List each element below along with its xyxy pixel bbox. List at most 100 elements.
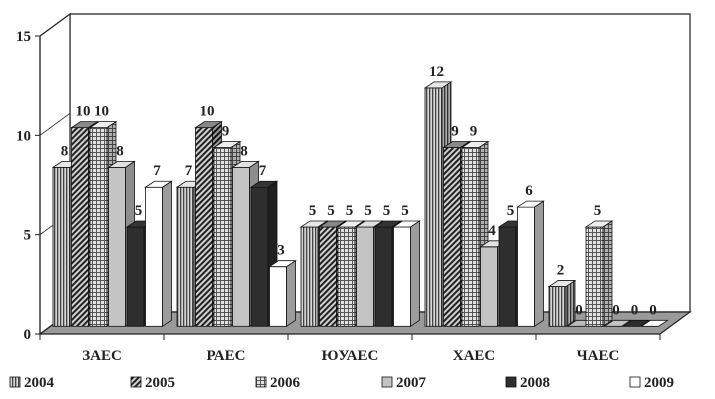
data-label: 5 — [594, 203, 602, 219]
bar-top — [442, 141, 471, 148]
data-label: 10 — [76, 104, 91, 120]
data-label: 5 — [346, 203, 354, 219]
bar-top — [516, 200, 545, 208]
data-label: 9 — [451, 124, 459, 140]
y-tick-label: 10 — [16, 128, 31, 144]
bar-top — [212, 141, 242, 148]
bar-front — [498, 226, 517, 327]
bar-top — [355, 220, 384, 228]
y-tick-depth — [39, 113, 71, 136]
data-label: 0 — [649, 302, 657, 318]
legend-label: 2006 — [270, 375, 301, 391]
data-label: 0 — [612, 302, 620, 318]
bar-front — [52, 166, 71, 327]
data-label: 8 — [240, 143, 248, 159]
bar-front — [269, 266, 287, 327]
bar-front — [89, 127, 108, 327]
bar-top — [336, 220, 366, 228]
bar-top — [373, 220, 403, 228]
bar-front — [250, 186, 269, 327]
bar-side — [162, 180, 172, 328]
data-label: 3 — [277, 243, 285, 259]
legend-item-2006: 2006 — [255, 375, 301, 391]
bar-top — [107, 160, 136, 168]
bar-front — [461, 147, 480, 327]
bar-front — [71, 127, 89, 327]
y-tick-label: 0 — [24, 327, 32, 343]
data-label: 10 — [94, 104, 109, 120]
bar-front — [108, 166, 126, 327]
bar-2008-ЧАЕС: 0 — [621, 302, 651, 327]
x-tick-label: ХАЕС — [453, 348, 496, 364]
bar-front — [176, 186, 195, 327]
bar-flat — [640, 319, 669, 327]
bar-front — [213, 147, 232, 327]
bar-front — [319, 226, 337, 327]
bar-top — [88, 121, 118, 129]
bar-2004-ЧАЕС: 2 — [547, 263, 577, 328]
bar-2009-ХАЕС: 6 — [516, 183, 545, 328]
data-label: 5 — [327, 203, 335, 219]
bar-front — [480, 246, 498, 327]
data-label: 5 — [135, 203, 143, 219]
legend-swatch — [130, 376, 142, 388]
data-label: 9 — [222, 124, 230, 140]
bar-side — [565, 279, 576, 328]
data-label: 12 — [429, 64, 444, 80]
bar-front — [337, 226, 356, 327]
bar-front — [443, 147, 461, 327]
bar-front — [232, 166, 250, 327]
legend-item-2008: 2008 — [505, 375, 550, 391]
legend-swatch — [629, 376, 641, 388]
bar-top — [268, 260, 297, 268]
data-label: 0 — [631, 302, 639, 318]
data-label: 6 — [525, 183, 533, 199]
legend: 2004 2005 2006 2007 2008 2009 — [9, 375, 674, 391]
x-axis-labels: ЗАЕС РАЕС ЮУАЕС ХАЕС ЧАЕС — [39, 334, 661, 364]
legend-swatch — [9, 376, 21, 388]
bar-front — [585, 226, 604, 327]
x-tick-label: РАЕС — [207, 348, 246, 364]
legend-label: 2008 — [520, 375, 550, 391]
legend-label: 2005 — [145, 375, 175, 391]
y-tick-label: 15 — [16, 29, 31, 45]
bar-top — [249, 180, 279, 188]
data-label: 9 — [470, 124, 478, 140]
bar-top — [70, 121, 99, 129]
bar-2009-ЗАЕС: 7 — [144, 163, 173, 328]
legend-item-2004: 2004 — [9, 375, 55, 391]
data-label: 8 — [116, 143, 124, 159]
bar-side — [410, 220, 420, 328]
data-label: 4 — [488, 223, 496, 239]
legend-label: 2007 — [396, 375, 427, 391]
x-tick-label: ЗАЕС — [82, 348, 122, 364]
legend-label: 2009 — [644, 375, 674, 391]
bar-2009-ЧАЕС: 0 — [640, 302, 669, 327]
bar-front — [374, 226, 393, 327]
bar-top — [460, 141, 490, 148]
bar-flat — [621, 319, 651, 327]
bar-side — [534, 200, 544, 328]
legend-swatch — [381, 376, 393, 388]
bar-top — [423, 81, 453, 89]
bar-front — [145, 186, 163, 327]
bar-top — [231, 160, 260, 168]
bar-2006-ЧАЕС: 5 — [584, 203, 614, 328]
data-label: 7 — [153, 163, 161, 179]
bar-top — [392, 220, 421, 228]
bar-front — [517, 206, 535, 327]
data-label: 5 — [383, 203, 391, 219]
data-label: 7 — [259, 163, 267, 179]
bar-front — [424, 87, 443, 327]
data-label: 10 — [200, 104, 215, 120]
data-label: 7 — [185, 163, 193, 179]
x-tick-label: ЮУАЕС — [322, 348, 379, 364]
legend-item-2005: 2005 — [130, 375, 175, 391]
legend-item-2009: 2009 — [629, 375, 674, 391]
data-label: 8 — [61, 143, 69, 159]
bar-top — [584, 220, 614, 228]
bar-top — [299, 220, 329, 228]
legend-label: 2004 — [24, 375, 55, 391]
